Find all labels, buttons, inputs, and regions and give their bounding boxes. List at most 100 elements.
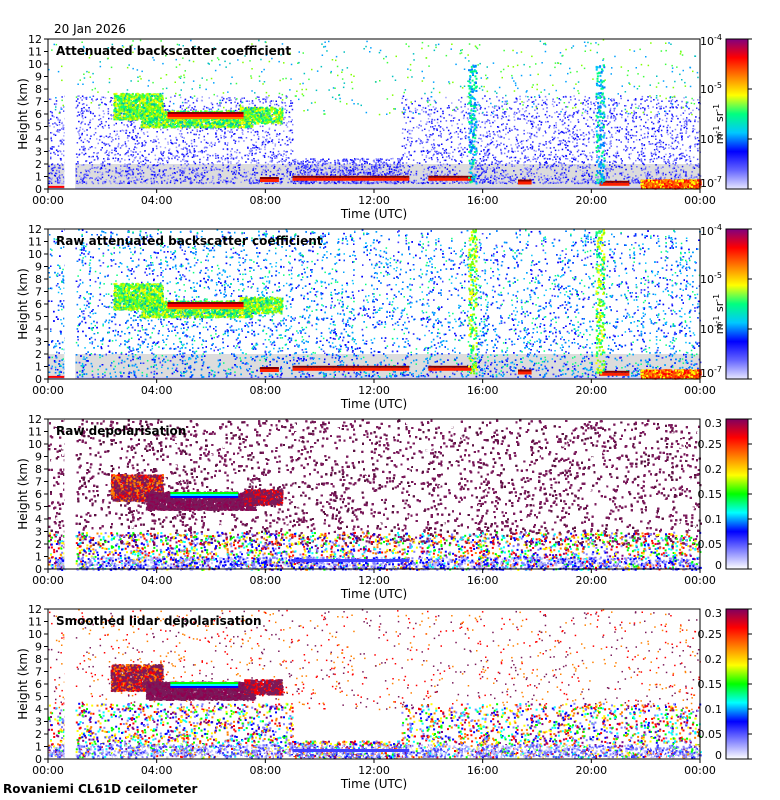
y-tick-label: 7 — [35, 666, 42, 679]
x-tick-label: 00:00 — [684, 384, 716, 397]
x-tick-label: 20:00 — [575, 384, 607, 397]
y-tick-label: 7 — [35, 476, 42, 489]
y-tick-label: 12 — [28, 413, 42, 426]
x-tick-label: 04:00 — [141, 764, 173, 777]
colorbar-tick-label: 0.05 — [698, 538, 723, 551]
y-tick-label: 12 — [28, 603, 42, 616]
y-tick-label: 3 — [35, 716, 42, 729]
x-tick-label: 04:00 — [141, 574, 173, 587]
x-tick-label: 08:00 — [249, 384, 281, 397]
panel-title: Smoothed lidar depolarisation — [56, 614, 262, 628]
colorbar-units: m-1 sr-1 — [712, 294, 726, 334]
x-tick-label: 16:00 — [467, 574, 499, 587]
y-tick-label: 7 — [35, 286, 42, 299]
colorbar-tick-label: 10-7 — [700, 175, 722, 190]
y-tick-label: 11 — [28, 46, 42, 59]
panel-title: Raw attenuated backscatter coefficient — [56, 234, 323, 248]
colorbar-tick-label: 0.2 — [705, 463, 723, 476]
x-tick-label: 00:00 — [32, 764, 64, 777]
colorbar-tick-label: 10-4 — [700, 33, 722, 48]
x-tick-label: 12:00 — [358, 574, 390, 587]
x-tick-label: 00:00 — [32, 194, 64, 207]
colorbar-tick-label: 0.3 — [705, 417, 723, 430]
ceilometer-figure: 20 Jan 2026 012345678910111200:00 04:00 08… — [0, 0, 780, 800]
heatmap-image — [48, 419, 702, 571]
colorbar-tick-label: 0.05 — [698, 728, 723, 741]
x-tick-label: 16:00 — [467, 384, 499, 397]
y-tick-label: 5 — [35, 311, 42, 324]
x-tick-label: 04:00 — [141, 384, 173, 397]
y-tick-label: 5 — [35, 121, 42, 134]
colorbar-tick-label: 0.25 — [698, 628, 723, 641]
colorbar-tick-label: 0.25 — [698, 438, 723, 451]
y-tick-label: 6 — [35, 108, 42, 121]
colorbar-tick-label: 0.1 — [705, 513, 723, 526]
y-tick-label: 1 — [35, 741, 42, 754]
colorbar-2 — [726, 229, 748, 379]
colorbar-tick-label: 0.3 — [705, 607, 723, 620]
colorbar-tick-label: 0.1 — [705, 703, 723, 716]
y-tick-label: 3 — [35, 526, 42, 539]
y-axis-label: Height (km) — [16, 648, 30, 719]
colorbar-tick-label: 0 — [715, 559, 722, 572]
y-tick-label: 10 — [28, 438, 42, 451]
x-tick-label: 20:00 — [575, 574, 607, 587]
x-tick-label: 16:00 — [467, 764, 499, 777]
colorbar-units: m-1 sr-1 — [712, 104, 726, 144]
y-tick-label: 10 — [28, 248, 42, 261]
x-tick-label: 08:00 — [249, 574, 281, 587]
x-tick-label: 00:00 — [684, 764, 716, 777]
x-tick-label: 00:00 — [32, 574, 64, 587]
y-tick-label: 9 — [35, 451, 42, 464]
y-axis-label: Height (km) — [16, 268, 30, 339]
x-tick-label: 20:00 — [575, 194, 607, 207]
y-tick-label: 8 — [35, 463, 42, 476]
y-tick-label: 11 — [28, 236, 42, 249]
y-tick-label: 8 — [35, 83, 42, 96]
y-tick-label: 9 — [35, 641, 42, 654]
instrument-label: Rovaniemi CL61D ceilometer — [3, 782, 198, 796]
x-tick-label: 08:00 — [249, 764, 281, 777]
y-tick-label: 6 — [35, 488, 42, 501]
y-tick-label: 1 — [35, 361, 42, 374]
y-tick-label: 3 — [35, 146, 42, 159]
panel-title: Raw depolarisation — [56, 424, 186, 438]
y-tick-label: 8 — [35, 653, 42, 666]
y-tick-label: 4 — [35, 513, 42, 526]
panel-title: Attenuated backscatter coefficient — [56, 44, 291, 58]
y-tick-label: 1 — [35, 171, 42, 184]
y-axis-label: Height (km) — [16, 78, 30, 149]
x-axis-label: Time (UTC) — [340, 777, 407, 791]
x-tick-label: 00:00 — [684, 574, 716, 587]
colorbar-tick-label: 0 — [715, 749, 722, 762]
y-tick-label: 12 — [28, 33, 42, 46]
x-axis-label: Time (UTC) — [340, 207, 407, 221]
colorbar-4 — [726, 609, 748, 759]
x-tick-label: 12:00 — [358, 194, 390, 207]
y-tick-label: 2 — [35, 158, 42, 171]
colorbar-3 — [726, 419, 748, 569]
colorbar-tick-label: 10-5 — [700, 81, 722, 96]
y-tick-label: 9 — [35, 71, 42, 84]
y-tick-label: 5 — [35, 501, 42, 514]
x-tick-label: 08:00 — [249, 194, 281, 207]
x-tick-label: 04:00 — [141, 194, 173, 207]
y-tick-label: 3 — [35, 336, 42, 349]
colorbar-1 — [726, 39, 748, 189]
x-tick-label: 00:00 — [684, 194, 716, 207]
x-axis-label: Time (UTC) — [340, 397, 407, 411]
y-tick-label: 10 — [28, 628, 42, 641]
y-tick-label: 2 — [35, 538, 42, 551]
y-tick-label: 6 — [35, 678, 42, 691]
x-tick-label: 20:00 — [575, 764, 607, 777]
x-tick-label: 12:00 — [358, 384, 390, 397]
y-tick-label: 4 — [35, 323, 42, 336]
x-tick-label: 12:00 — [358, 764, 390, 777]
y-tick-label: 10 — [28, 58, 42, 71]
date-label: 20 Jan 2026 — [54, 22, 126, 36]
colorbar-tick-label: 10-4 — [700, 223, 722, 238]
